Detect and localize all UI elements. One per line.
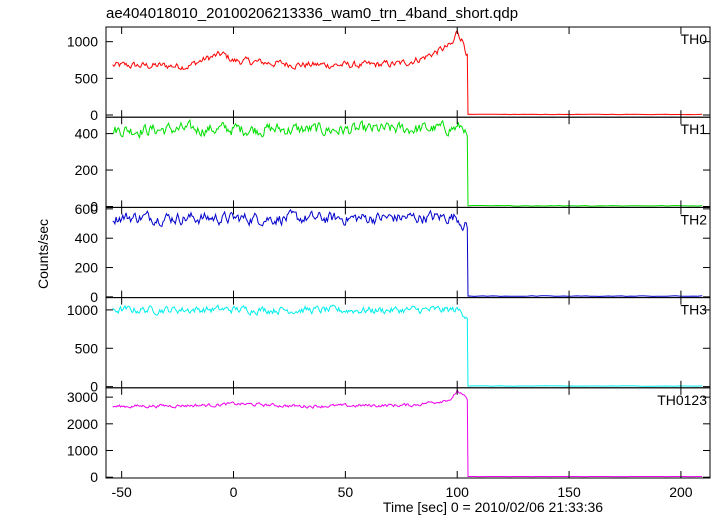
x-tick-label: 0 bbox=[230, 484, 238, 500]
y-tick-label: 0 bbox=[90, 198, 98, 214]
panel-label-th0: TH0 bbox=[681, 31, 708, 47]
chart-title: ae404018010_20100206213336_wam0_trn_4ban… bbox=[106, 5, 518, 22]
x-tick-label: 200 bbox=[669, 484, 693, 500]
panel-frame bbox=[105, 26, 711, 118]
x-tick-label: 100 bbox=[446, 484, 470, 500]
y-tick-label: 500 bbox=[75, 70, 99, 86]
panel-frame bbox=[105, 297, 711, 389]
y-axis-label: Counts/sec bbox=[35, 219, 51, 289]
panel-th0123: 0 1000 2000 3000 TH0123 bbox=[67, 387, 711, 485]
y-tick-label: 0 bbox=[90, 289, 98, 305]
y-tick-label: 2000 bbox=[67, 416, 98, 432]
panel-th1: 0 200 400 TH1 bbox=[75, 116, 711, 214]
y-tick-label: 600 bbox=[75, 201, 99, 217]
y-tick-label: 500 bbox=[75, 340, 99, 356]
y-tick-label: 0 bbox=[90, 469, 98, 485]
x-tick-label: 150 bbox=[557, 484, 581, 500]
series-line-th0 bbox=[112, 29, 703, 116]
panel-label-th2: TH2 bbox=[681, 211, 708, 227]
y-tick-label: 400 bbox=[75, 126, 99, 142]
y-tick-label: 200 bbox=[75, 162, 99, 178]
panel-label-th1: TH1 bbox=[681, 121, 708, 137]
series-line-th1 bbox=[112, 119, 703, 207]
x-tick-label: -50 bbox=[112, 484, 132, 500]
x-tick-label: 50 bbox=[338, 484, 354, 500]
panel-th3: 0 500 1000 TH3 bbox=[67, 297, 711, 395]
y-tick-label: 3000 bbox=[67, 389, 98, 405]
y-tick-label: 0 bbox=[90, 107, 98, 123]
y-tick-label: 1000 bbox=[67, 34, 98, 50]
series-line-th3 bbox=[112, 304, 703, 387]
panel-th2: 0 200 400 600 TH2 bbox=[75, 201, 711, 305]
y-tick-label: 1000 bbox=[67, 443, 98, 459]
series-line-th2 bbox=[112, 208, 703, 297]
panel-frame bbox=[105, 387, 711, 479]
panel-label-th0123: TH0123 bbox=[657, 392, 707, 408]
panel-th0: 0 500 1000 TH0 bbox=[67, 26, 711, 123]
x-axis-label: Time [sec] 0 = 2010/02/06 21:33:36 bbox=[383, 499, 603, 515]
y-tick-label: 1000 bbox=[67, 302, 98, 318]
y-tick-label: 0 bbox=[90, 379, 98, 395]
series-line-th0123 bbox=[112, 388, 703, 478]
panel-label-th3: TH3 bbox=[681, 302, 708, 318]
y-tick-label: 400 bbox=[75, 230, 99, 246]
y-tick-label: 200 bbox=[75, 260, 99, 276]
